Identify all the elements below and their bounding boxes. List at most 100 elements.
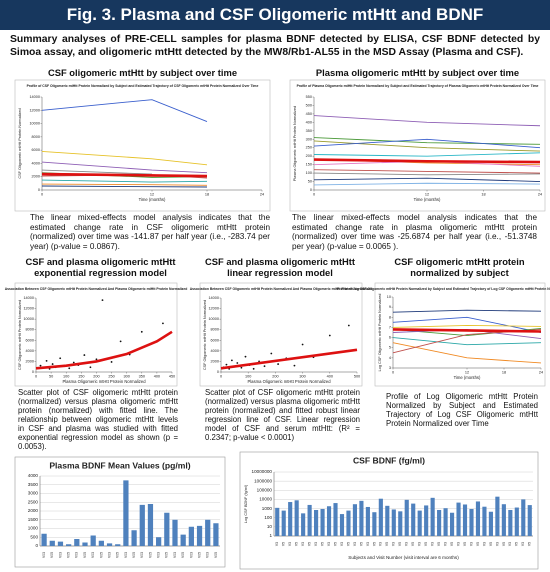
x-tick-label: V5 bbox=[437, 542, 441, 546]
scatter-point bbox=[51, 363, 54, 365]
x-tick-label: 350 bbox=[139, 375, 145, 379]
bar bbox=[462, 504, 468, 536]
series-line bbox=[41, 99, 208, 122]
x-tick-label: V3 bbox=[301, 542, 305, 546]
y-tick-label: 10 bbox=[387, 295, 391, 299]
y-axis-label: CSF Oligomeric mtHtt Protein Normalized bbox=[203, 300, 207, 370]
series-line bbox=[392, 316, 542, 333]
bar bbox=[411, 503, 416, 536]
bar bbox=[57, 541, 64, 546]
x-tick-label: V3 bbox=[418, 542, 422, 546]
bar bbox=[275, 507, 280, 536]
x-tick-label: 18 bbox=[205, 193, 209, 197]
y-tick-label: 350 bbox=[306, 129, 312, 133]
series-line bbox=[392, 309, 542, 313]
x-tick-label: 12 bbox=[150, 193, 154, 197]
bar bbox=[74, 539, 80, 546]
scatter-point bbox=[293, 364, 296, 367]
series-line bbox=[313, 172, 541, 176]
bar bbox=[196, 525, 203, 546]
x-tick-label: 400 bbox=[327, 375, 333, 379]
bar bbox=[82, 542, 88, 546]
scatter-point bbox=[328, 334, 331, 337]
y-tick-label: 2000 bbox=[211, 359, 219, 363]
x-tick-label: V05 bbox=[165, 552, 169, 558]
bar bbox=[123, 480, 129, 546]
y-tick-label: 100 bbox=[264, 515, 272, 520]
bar bbox=[365, 506, 370, 536]
y-tick-label: 550 bbox=[306, 95, 312, 99]
x-tick-label: V03 bbox=[124, 552, 128, 558]
bar bbox=[188, 526, 194, 546]
x-tick-label: V3 bbox=[456, 542, 460, 546]
x-tick-label: V3 bbox=[314, 542, 318, 546]
scatter-point bbox=[119, 340, 122, 343]
scatter-point bbox=[347, 324, 350, 327]
x-axis-label: Plasma Oligomeric mtHtt Protein Normaliz… bbox=[247, 379, 331, 384]
bar bbox=[391, 509, 396, 536]
y-tick-label: 10 bbox=[267, 524, 273, 529]
panel-caption: Profile of Log Oligomeric mtHtt Protein … bbox=[386, 392, 538, 428]
scatter-point bbox=[59, 357, 62, 360]
series-line bbox=[313, 115, 541, 127]
bar bbox=[398, 511, 403, 536]
bar bbox=[320, 508, 325, 536]
y-tick-label: 8000 bbox=[211, 328, 219, 332]
series-line bbox=[392, 342, 542, 364]
y-tick-label: 100000 bbox=[257, 488, 273, 493]
x-tick-label: V3 bbox=[508, 542, 512, 546]
summary: Summary analyses of PRE-CELL samples for… bbox=[10, 34, 540, 58]
bar bbox=[49, 540, 55, 546]
x-tick-label: V03 bbox=[140, 552, 144, 558]
bar bbox=[98, 540, 104, 546]
y-tick-label: 4000 bbox=[28, 473, 39, 478]
scatter-point bbox=[110, 361, 113, 363]
x-tick-label: V03 bbox=[58, 552, 62, 558]
y-tick-label: 6000 bbox=[26, 338, 34, 342]
figure-header: Fig. 3. Plasma and CSF Oligomeric mtHtt … bbox=[0, 0, 550, 30]
scatter-point bbox=[68, 367, 71, 370]
x-tick-label: V5 bbox=[515, 542, 519, 546]
bar bbox=[106, 543, 113, 546]
fit-line bbox=[35, 330, 173, 370]
x-tick-label: V05 bbox=[116, 552, 120, 558]
x-tick-label: V5 bbox=[450, 542, 454, 546]
bar bbox=[131, 530, 137, 546]
series-line bbox=[41, 185, 208, 188]
scatter-point bbox=[72, 361, 75, 364]
y-tick-label: 8000 bbox=[26, 328, 34, 332]
chart-title: Profile of Log CSF Oligomeric mtHtt Prot… bbox=[337, 287, 550, 291]
bar bbox=[495, 496, 500, 536]
y-tick-label: 0 bbox=[32, 370, 34, 374]
x-axis-label: Subjects and Visit Number (visit interva… bbox=[348, 555, 459, 560]
bar bbox=[482, 506, 487, 536]
chart-title: Profile of CSF Oligomeric mtHtt Protein … bbox=[27, 84, 259, 88]
y-axis-label: Log CSF Oligomeric mtHtt Protein Normali… bbox=[378, 294, 382, 372]
y-tick-label: 10000 bbox=[208, 317, 219, 321]
chart-title: Association Between CSF Oligomeric mtHtt… bbox=[5, 287, 188, 291]
bar bbox=[164, 512, 170, 546]
x-tick-label: 18 bbox=[502, 371, 506, 375]
y-tick-label: 9 bbox=[389, 305, 391, 309]
x-axis-label: Time (months) bbox=[414, 197, 441, 202]
panel-caption: The linear mixed-effects model analysis … bbox=[292, 213, 537, 251]
x-tick-label: V5 bbox=[295, 542, 299, 546]
chart-frame bbox=[14, 282, 178, 387]
y-tick-label: 1000000 bbox=[254, 478, 272, 483]
x-tick-label: V3 bbox=[443, 542, 447, 546]
bar bbox=[205, 519, 211, 546]
x-tick-label: 0 bbox=[35, 375, 37, 379]
x-tick-label: 0 bbox=[41, 193, 43, 197]
x-tick-label: V5 bbox=[320, 542, 324, 546]
x-tick-label: V05 bbox=[214, 552, 218, 558]
x-tick-label: V5 bbox=[282, 542, 286, 546]
x-tick-label: 18 bbox=[481, 193, 485, 197]
bar bbox=[417, 510, 422, 536]
x-tick-label: 100 bbox=[63, 375, 69, 379]
series-line bbox=[313, 138, 541, 149]
bar bbox=[508, 509, 513, 536]
y-tick-label: 10000 bbox=[23, 317, 34, 321]
x-tick-label: 250 bbox=[108, 375, 114, 379]
y-tick-label: 2000 bbox=[28, 508, 39, 513]
